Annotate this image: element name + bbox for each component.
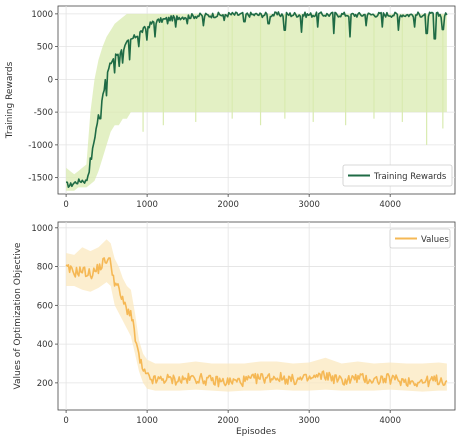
values-confidence-band (66, 239, 447, 392)
confidence-band (66, 239, 447, 392)
rewards-x-ticks: 0 1000 2000 3000 4000 (63, 194, 401, 210)
rewards-line (65, 11, 448, 188)
y-tick-label: 600 (37, 301, 53, 311)
y-tick-label: 800 (37, 263, 53, 273)
values-x-axis-label: Episodes (236, 427, 276, 437)
x-tick-label: 2000 (217, 200, 239, 210)
rewards-panel: 0 1000 2000 3000 4000 -1500 -1000 -500 0 500 1000… (5, 5, 456, 210)
values-x-ticks: 0 1000 2000 3000 4000 (63, 410, 401, 426)
y-tick-label: -1500 (28, 174, 53, 184)
x-tick-label: 0 (63, 416, 68, 426)
values-legend-box (389, 228, 451, 249)
values-y-ticks: 200 400 600 800 1000 (31, 224, 58, 389)
rewards-legend-label: Training Rewards (373, 172, 447, 182)
y-tick-label: 0 (48, 75, 53, 85)
rewards-confidence-band (66, 13, 447, 191)
y-tick-label: -1000 (28, 141, 53, 151)
confidence-band (66, 13, 447, 191)
series-line (65, 11, 448, 188)
x-tick-label: 3000 (298, 416, 320, 426)
x-tick-label: 3000 (298, 200, 320, 210)
rewards-y-axis-label: Training Rewards (5, 61, 15, 139)
values-panel: 0 1000 2000 3000 4000 200 400 600 800 1000 Value… (13, 221, 456, 437)
x-tick-label: 4000 (379, 416, 401, 426)
values-legend: Values (389, 228, 451, 249)
y-tick-label: -500 (34, 108, 53, 118)
y-tick-label: 1000 (31, 10, 53, 20)
x-tick-label: 1000 (136, 200, 158, 210)
series-line (65, 257, 448, 388)
rewards-y-ticks: -1500 -1000 -500 0 500 1000 (28, 10, 58, 184)
values-legend-label: Values (421, 235, 449, 245)
x-tick-label: 2000 (217, 416, 239, 426)
rewards-legend: Training Rewards (342, 164, 453, 187)
y-tick-label: 200 (37, 379, 53, 389)
rewards-legend-box (342, 164, 453, 187)
y-tick-label: 400 (37, 340, 53, 350)
values-y-axis-label: Values of Optimization Objective (13, 242, 23, 389)
y-tick-label: 1000 (31, 224, 53, 234)
values-line (65, 257, 448, 388)
x-tick-label: 1000 (136, 416, 158, 426)
x-tick-label: 4000 (379, 200, 401, 210)
x-tick-label: 0 (63, 200, 68, 210)
y-tick-label: 500 (37, 43, 53, 53)
